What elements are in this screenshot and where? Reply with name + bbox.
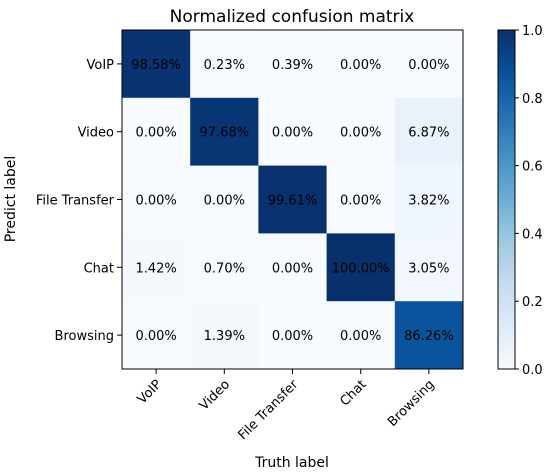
x-tick-label: File Transfer	[235, 377, 301, 443]
x-tick-label: Video	[197, 377, 233, 413]
colorbar-tick-label: 1.0	[522, 24, 543, 39]
heatmap-cell	[190, 30, 259, 99]
y-tick-label: VoIP	[86, 58, 114, 73]
heatmap-cell	[326, 301, 396, 370]
heatmap-cell	[122, 233, 191, 302]
heatmap-cell	[326, 30, 396, 99]
y-tick-label: Video	[78, 126, 114, 141]
heatmap-cell	[326, 165, 396, 234]
heatmap-cell-label: 98.58%	[131, 58, 181, 73]
heatmap-cell	[394, 30, 464, 99]
heatmap-cell-label: 3.82%	[408, 194, 449, 209]
heatmap-cell	[394, 301, 464, 370]
heatmap-cell-label: 0.00%	[204, 194, 245, 209]
heatmap-cell-label: 0.00%	[340, 194, 381, 209]
heatmap-cell	[258, 233, 327, 302]
heatmap-cell-label: 3.05%	[408, 261, 449, 276]
heatmap-cell	[258, 301, 327, 370]
colorbar	[497, 29, 516, 370]
heatmap-cell-label: 0.00%	[272, 126, 313, 141]
heatmap-cell	[190, 97, 259, 166]
heatmap-cell-label: 0.00%	[135, 329, 176, 344]
x-axis-label: Truth label	[254, 455, 329, 471]
colorbar-ticks: 0.0 0.2 0.4 0.6 0.8 1.0	[515, 24, 543, 378]
heatmap-cell-label: 0.00%	[340, 58, 381, 73]
x-axis-ticks: VoIP Video File Transfer Chat Browsing	[135, 369, 438, 443]
heatmap-cell	[394, 97, 464, 166]
heatmap-cell-label: 97.68%	[200, 126, 250, 141]
heatmap-cell-label: 0.00%	[340, 126, 381, 141]
heatmap-cell	[122, 97, 191, 166]
heatmap-cell-label: 6.87%	[408, 126, 449, 141]
x-tick-label: Chat	[337, 377, 369, 409]
heatmap-cell-label: 100.00%	[332, 261, 390, 276]
heatmap-cell	[258, 165, 327, 234]
heatmap-cell	[190, 165, 259, 234]
heatmap-cell	[122, 30, 191, 99]
heatmap-cell-label: 86.26%	[404, 329, 454, 344]
heatmap-cells	[122, 30, 464, 370]
y-tick-label: Browsing	[55, 329, 114, 344]
heatmap-cell-label: 0.00%	[408, 58, 449, 73]
heatmap-cell	[122, 301, 191, 370]
colorbar-tick-label: 0.4	[522, 227, 543, 242]
heatmap-cell-label: 0.39%	[272, 58, 313, 73]
colorbar-tick-label: 0.6	[522, 160, 543, 175]
colorbar-tick-label: 0.2	[522, 295, 543, 310]
heatmap-cell	[258, 30, 327, 99]
heatmap-cell-label: 99.61%	[268, 194, 318, 209]
colorbar-tick-label: 0.8	[522, 92, 543, 107]
heatmap-cell-label: 1.39%	[204, 329, 245, 344]
y-tick-label: File Transfer	[36, 194, 115, 209]
heatmap-cell-label: 0.00%	[272, 261, 313, 276]
heatmap-cell-label: 0.00%	[272, 329, 313, 344]
heatmap-cell	[122, 165, 191, 234]
y-axis-ticks: VoIP Video File Transfer Chat Browsing	[36, 58, 122, 344]
heatmap-cell	[326, 97, 396, 166]
heatmap-cell	[190, 301, 259, 370]
heatmap-cell-label: 1.42%	[135, 261, 176, 276]
chart-title: Normalized confusion matrix	[170, 7, 415, 27]
heatmap-cell	[394, 233, 464, 302]
x-tick-label: Browsing	[385, 377, 438, 430]
heatmap-cell-label: 0.00%	[340, 329, 381, 344]
heatmap-cell-labels: 98.58% 0.23% 0.39% 0.00% 0.00% 0.00% 97.68% 0.0…	[131, 58, 453, 344]
heatmap-cell	[394, 165, 464, 234]
y-tick-label: Chat	[84, 261, 114, 276]
heatmap-cell-label: 0.70%	[204, 261, 245, 276]
heatmap-cell	[326, 233, 396, 302]
colorbar-tick-label: 0.0	[522, 363, 543, 378]
heatmap-cell-label: 0.00%	[135, 194, 176, 209]
heatmap-cell	[258, 97, 327, 166]
heatmap-cell-label: 0.00%	[135, 126, 176, 141]
y-axis-label: Predict label	[3, 156, 19, 243]
heatmap-cell-label: 0.23%	[204, 58, 245, 73]
x-tick-label: VoIP	[135, 377, 165, 407]
heatmap-cell	[190, 233, 259, 302]
